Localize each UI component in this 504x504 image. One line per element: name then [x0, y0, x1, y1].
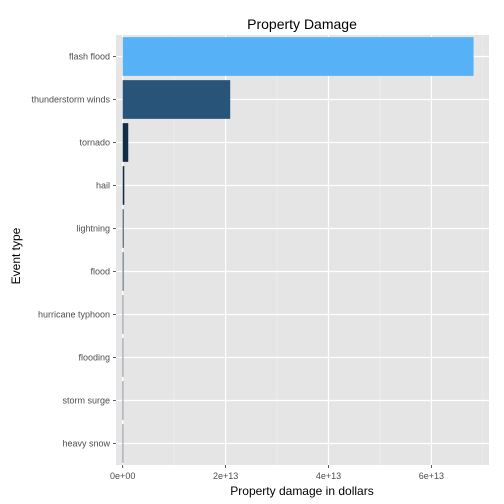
y-tick-label: storm surge: [62, 396, 110, 406]
bar-storm-surge: [122, 381, 124, 420]
y-tick-label: lightning: [76, 224, 110, 234]
y-axis: flash flood thunderstorm winds tornado hail…: [31, 52, 116, 449]
bar-flood: [122, 252, 124, 291]
bars: [122, 37, 474, 463]
x-tick-label: 0e+00: [110, 471, 135, 481]
y-axis-title: Event type: [9, 227, 23, 284]
chart-title: Property Damage: [247, 16, 357, 32]
bar-tornado: [122, 123, 129, 162]
x-tick-label: 2e+13: [213, 471, 238, 481]
bar-flooding: [122, 338, 124, 377]
bar-hail: [122, 166, 125, 205]
y-tick-label: flash flood: [69, 52, 110, 62]
y-tick-label: hurricane typhoon: [38, 310, 110, 320]
bar-flash-flood: [122, 37, 474, 76]
y-tick-label: thunderstorm winds: [31, 95, 110, 105]
bar-thunderstorm-winds: [122, 80, 231, 119]
x-tick-label: 6e+13: [419, 471, 444, 481]
y-tick-label: heavy snow: [62, 439, 110, 449]
x-axis: 0e+00 2e+13 4e+13 6e+13: [110, 465, 444, 481]
bar-lightning: [122, 209, 124, 248]
x-tick-label: 4e+13: [316, 471, 341, 481]
y-tick-label: flood: [90, 267, 110, 277]
x-axis-title: Property damage in dollars: [230, 484, 373, 498]
bar-hurricane-typhoon: [122, 295, 124, 334]
y-tick-label: flooding: [78, 353, 110, 363]
y-tick-label: tornado: [79, 138, 110, 148]
y-tick-label: hail: [96, 181, 110, 191]
bar-heavy-snow: [122, 424, 124, 463]
